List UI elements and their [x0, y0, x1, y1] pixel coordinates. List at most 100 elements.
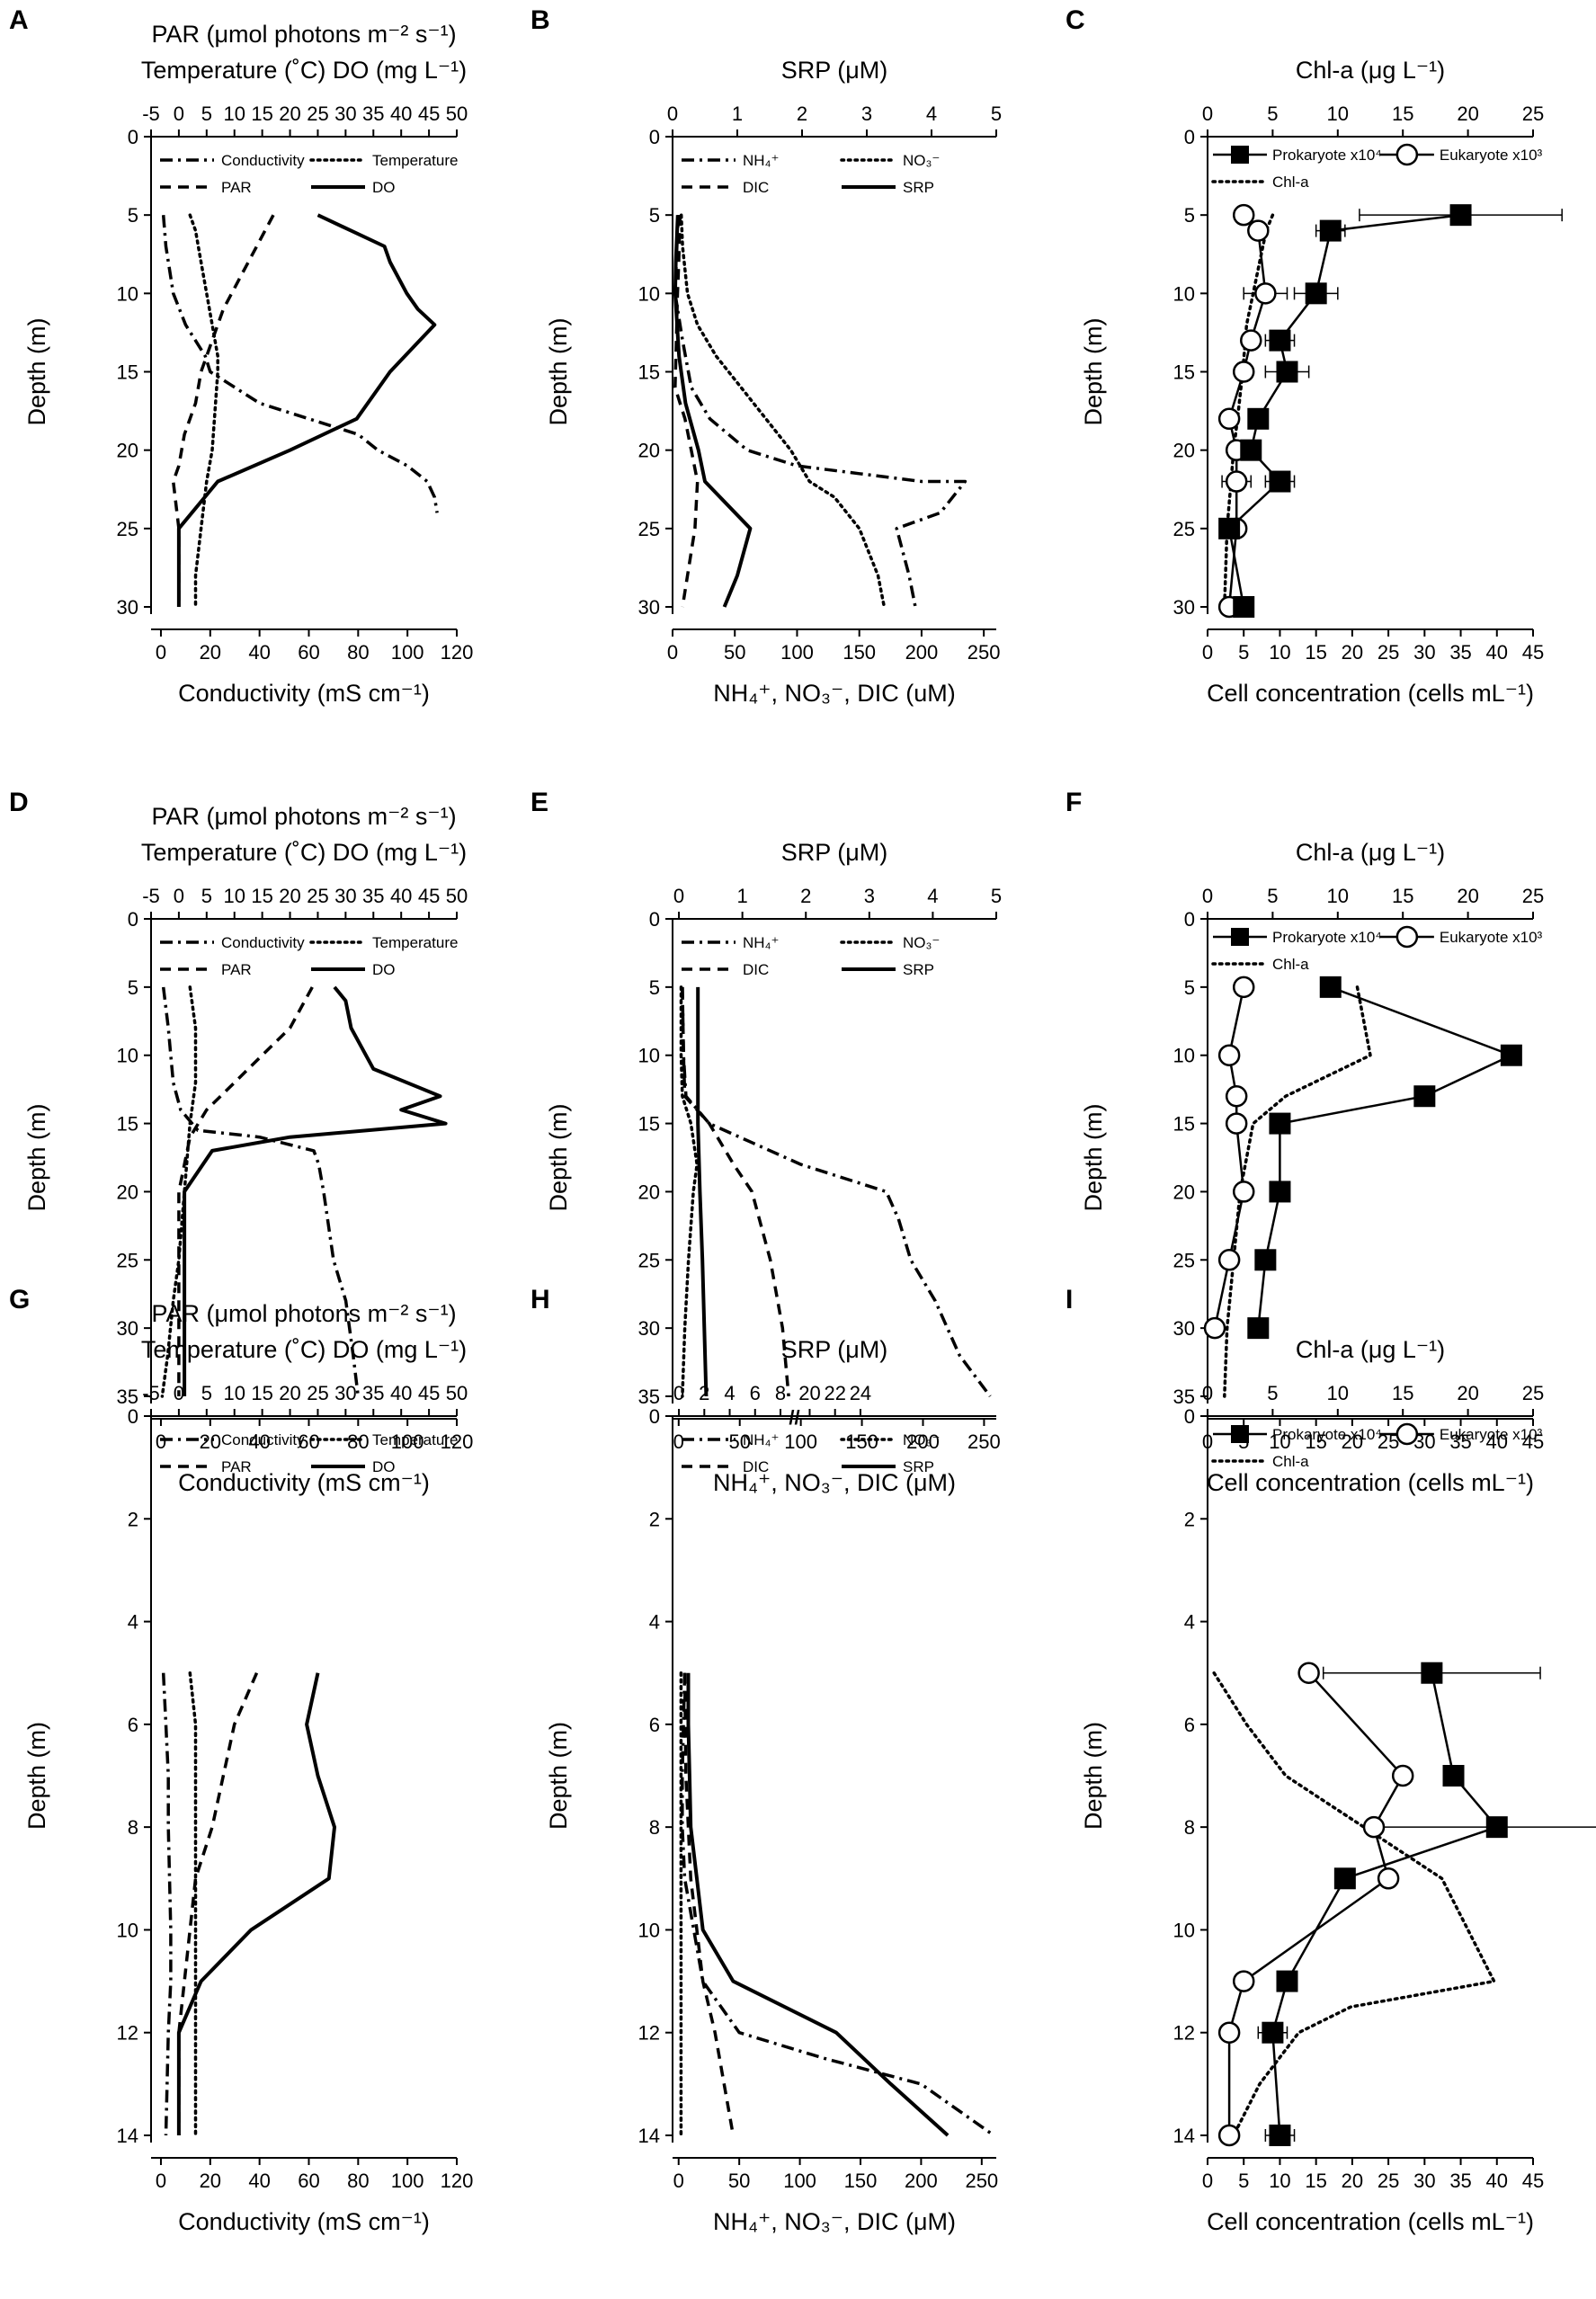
bottom-tick-label: 50 — [728, 2170, 750, 2192]
y-tick-label: 30 — [117, 596, 138, 619]
series-line-srp — [686, 1672, 950, 2137]
y-tick-label: 10 — [638, 1919, 660, 1941]
bottom-tick-label: 100 — [391, 1430, 424, 1453]
eukaryote-point — [1232, 203, 1255, 227]
panel-letter: I — [1065, 1285, 1073, 1314]
top-tick-label: 24 — [850, 1382, 871, 1404]
top-tick-label: -5 — [142, 885, 160, 907]
bottom-axis-label: Conductivity (mS cm⁻¹) — [178, 680, 430, 707]
bottom-tick-label: 25 — [1378, 2170, 1399, 2192]
series-line-no3 — [679, 213, 887, 609]
bottom-tick-label: 0 — [1202, 2170, 1213, 2192]
prokaryote-point — [1333, 1867, 1356, 1890]
prokaryote-point — [1449, 204, 1472, 227]
bottom-axis-label: Conductivity (mS cm⁻¹) — [178, 2208, 430, 2235]
panel-letter: F — [1065, 788, 1082, 817]
legend-label-conductivity: Conductivity — [221, 152, 305, 169]
top-tick-label: 5 — [201, 885, 212, 907]
y-tick-label: 5 — [1184, 204, 1195, 227]
top-tick-label: 30 — [334, 885, 356, 907]
y-tick-label: 10 — [117, 282, 138, 305]
y-tick-label: 0 — [128, 126, 138, 148]
panel-letter: A — [9, 5, 29, 35]
series-line-prokaryote — [1257, 985, 1515, 1329]
series-line-dic — [682, 1672, 736, 2136]
bottom-tick-label: 10 — [1269, 2170, 1290, 2192]
eukaryote-point — [1377, 1867, 1400, 1890]
top-tick-label: 3 — [861, 102, 872, 125]
top-tick-label: 50 — [446, 102, 468, 125]
bottom-tick-label: 80 — [347, 2170, 369, 2192]
bottom-tick-label: 45 — [1522, 641, 1544, 664]
prokaryote-point — [1269, 470, 1291, 493]
series-line-eukaryote — [1227, 214, 1267, 608]
bottom-tick-label: 50 — [728, 1430, 750, 1453]
bottom-tick-label: 5 — [1238, 641, 1249, 664]
legend-label-prokaryote: Prokaryote x10⁴ — [1272, 929, 1382, 946]
y-tick-label: 15 — [117, 361, 138, 384]
top-tick-label: 2 — [800, 885, 811, 907]
bottom-tick-label: 20 — [200, 641, 221, 664]
y-tick-label: 25 — [1173, 1249, 1195, 1271]
bottom-tick-label: 0 — [156, 641, 166, 664]
bottom-tick-label: 120 — [441, 641, 474, 664]
prokaryote-point — [1500, 1044, 1522, 1066]
top-tick-label: 25 — [1522, 102, 1544, 125]
top-tick-label: 20 — [798, 1382, 820, 1404]
top-tick-label: 15 — [251, 1382, 272, 1404]
legend-label-conductivity: Conductivity — [221, 934, 305, 951]
top-tick-label: 20 — [1457, 102, 1478, 125]
top-tick-label: 45 — [418, 102, 440, 125]
y-tick-label: 5 — [649, 204, 660, 227]
bottom-tick-label: 40 — [248, 641, 270, 664]
top-tick-label: 8 — [775, 1382, 786, 1404]
bottom-tick-label: 200 — [906, 1430, 940, 1453]
top-tick-label: 5 — [991, 102, 1002, 125]
top-axis-label: SRP (μM) — [781, 839, 888, 866]
top-axis-label: Chl-a (μg L⁻¹) — [1296, 57, 1445, 84]
top-tick-label: 6 — [750, 1382, 761, 1404]
bottom-tick-label: 35 — [1449, 1430, 1471, 1453]
legend-label-par: PAR — [221, 179, 252, 196]
bottom-tick-label: 60 — [298, 641, 319, 664]
top-axis-label: Chl-a (μg L⁻¹) — [1296, 839, 1445, 866]
series-line-chla — [1223, 985, 1372, 1398]
prokaryote-point — [1319, 219, 1342, 242]
eukaryote-point — [1362, 1815, 1386, 1839]
y-tick-label: 15 — [638, 361, 660, 384]
y-tick-label: 35 — [117, 1386, 138, 1408]
y-tick-label: 8 — [1184, 1816, 1195, 1839]
y-axis-label: Depth (m) — [23, 1722, 50, 1830]
series-line-conductivity — [161, 1672, 173, 2136]
top-tick-label: 0 — [174, 885, 184, 907]
y-tick-label: 0 — [128, 908, 138, 931]
bottom-axis-label: NH₄⁺, NO₃⁻, DIC (μM) — [713, 1469, 956, 1496]
y-tick-label: 35 — [638, 1386, 660, 1408]
series-line-nh4 — [681, 986, 992, 1398]
top-tick-label: 3 — [864, 885, 875, 907]
bottom-tick-label: 20 — [1342, 1430, 1363, 1453]
y-tick-label: 25 — [117, 518, 138, 540]
series-line-temperature — [160, 985, 198, 1398]
legend-label-eukaryote: Eukaryote x10³ — [1440, 929, 1543, 946]
panel-C: C 0 5 10 15 20 25 30 Depth (m) 0 5 10 15 20 25 30 35 40 45… — [1065, 5, 1563, 707]
legend-label-nh4: NH₄⁺ — [743, 152, 779, 169]
bottom-tick-label: 20 — [200, 2170, 221, 2192]
panel-letter: B — [531, 5, 550, 35]
y-tick-label: 15 — [638, 1113, 660, 1136]
bottom-tick-label: 0 — [667, 641, 678, 664]
bottom-tick-label: 80 — [347, 1430, 369, 1453]
series-line-conductivity — [161, 986, 361, 1397]
legend-label-temperature: Temperature — [372, 1431, 458, 1448]
panel-letter: D — [9, 788, 29, 817]
prokaryote-point — [1485, 1816, 1508, 1839]
y-tick-label: 30 — [638, 596, 660, 619]
y-tick-label: 20 — [638, 1181, 660, 1203]
y-tick-label: 6 — [649, 1714, 660, 1736]
bottom-tick-label: 200 — [905, 641, 939, 664]
top-tick-label: 25 — [307, 102, 328, 125]
y-axis-label: Depth (m) — [545, 317, 572, 425]
bottom-tick-label: 45 — [1522, 1430, 1544, 1453]
